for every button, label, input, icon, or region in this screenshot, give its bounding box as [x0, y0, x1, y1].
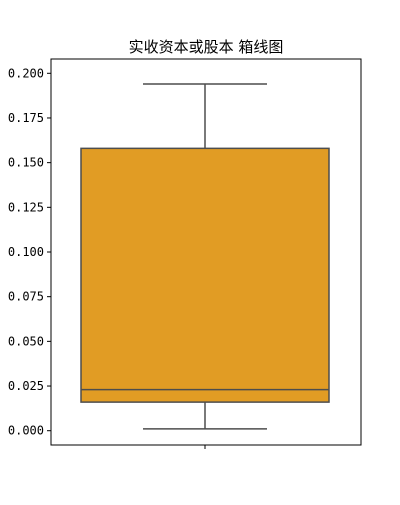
y-tick-label: 0.175: [8, 111, 44, 125]
y-tick-label: 0.125: [8, 200, 44, 214]
y-tick-label: 0.050: [8, 334, 44, 348]
y-tick-label: 0.075: [8, 290, 44, 304]
chart-title: 实收资本或股本 箱线图: [129, 38, 284, 56]
y-tick-label: 0.100: [8, 245, 44, 259]
y-tick-label: 0.150: [8, 156, 44, 170]
y-tick-label: 0.000: [8, 424, 44, 438]
y-tick-label: 0.025: [8, 379, 44, 393]
y-tick-label: 0.200: [8, 66, 44, 80]
iqr-box: [80, 147, 330, 403]
